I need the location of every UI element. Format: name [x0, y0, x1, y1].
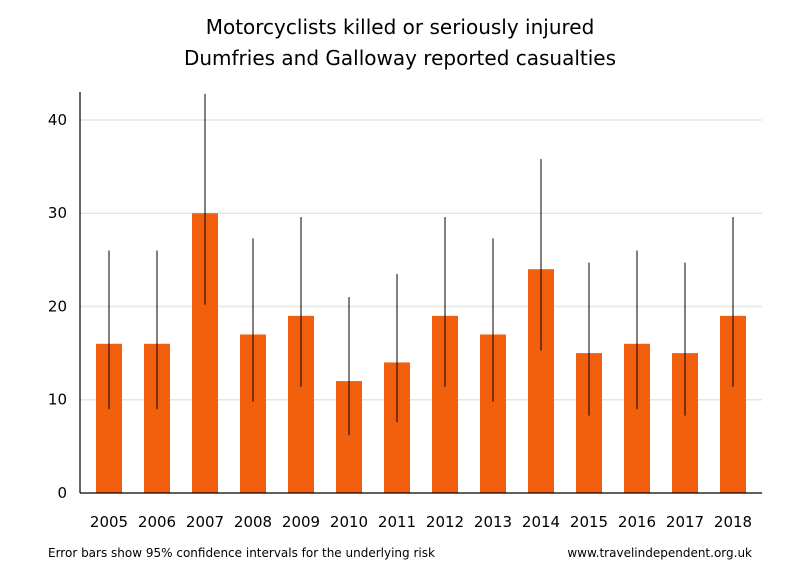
x-tick-label: 2006 [138, 513, 176, 531]
y-tick-label: 0 [57, 484, 67, 502]
y-tick-label: 20 [48, 297, 67, 315]
x-tick-label: 2005 [90, 513, 128, 531]
chart-title-line-1: Motorcyclists killed or seriously injure… [205, 15, 595, 39]
gridlines [80, 119, 762, 401]
y-tick-label: 10 [48, 391, 67, 409]
x-tick-label: 2016 [618, 513, 656, 531]
y-tick-label: 30 [48, 204, 67, 222]
error-bars [108, 93, 734, 436]
bars [96, 213, 746, 494]
y-tick-label: 40 [48, 111, 67, 129]
footnote-error-bars: Error bars show 95% confidence intervals… [48, 546, 435, 560]
x-tick-labels: 2005 2006 2007 2008 2009 2010 2011 2012 2013 2014… [90, 513, 752, 531]
x-tick-label: 2011 [378, 513, 416, 531]
x-tick-label: 2007 [186, 513, 224, 531]
x-tick-label: 2012 [426, 513, 464, 531]
x-tick-label: 2013 [474, 513, 512, 531]
x-tick-label: 2010 [330, 513, 368, 531]
x-tick-label: 2009 [282, 513, 320, 531]
chart-title: Motorcyclists killed or seriously injure… [0, 12, 800, 74]
y-tick-labels: 0 10 20 30 40 [48, 111, 67, 502]
chart-title-line-2: Dumfries and Galloway reported casualtie… [183, 46, 617, 70]
footnote-website: www.travelindependent.org.uk [567, 546, 752, 560]
x-tick-label: 2014 [522, 513, 560, 531]
x-tick-label: 2018 [714, 513, 752, 531]
x-tick-label: 2015 [570, 513, 608, 531]
x-tick-label: 2008 [234, 513, 272, 531]
x-tick-label: 2017 [666, 513, 704, 531]
